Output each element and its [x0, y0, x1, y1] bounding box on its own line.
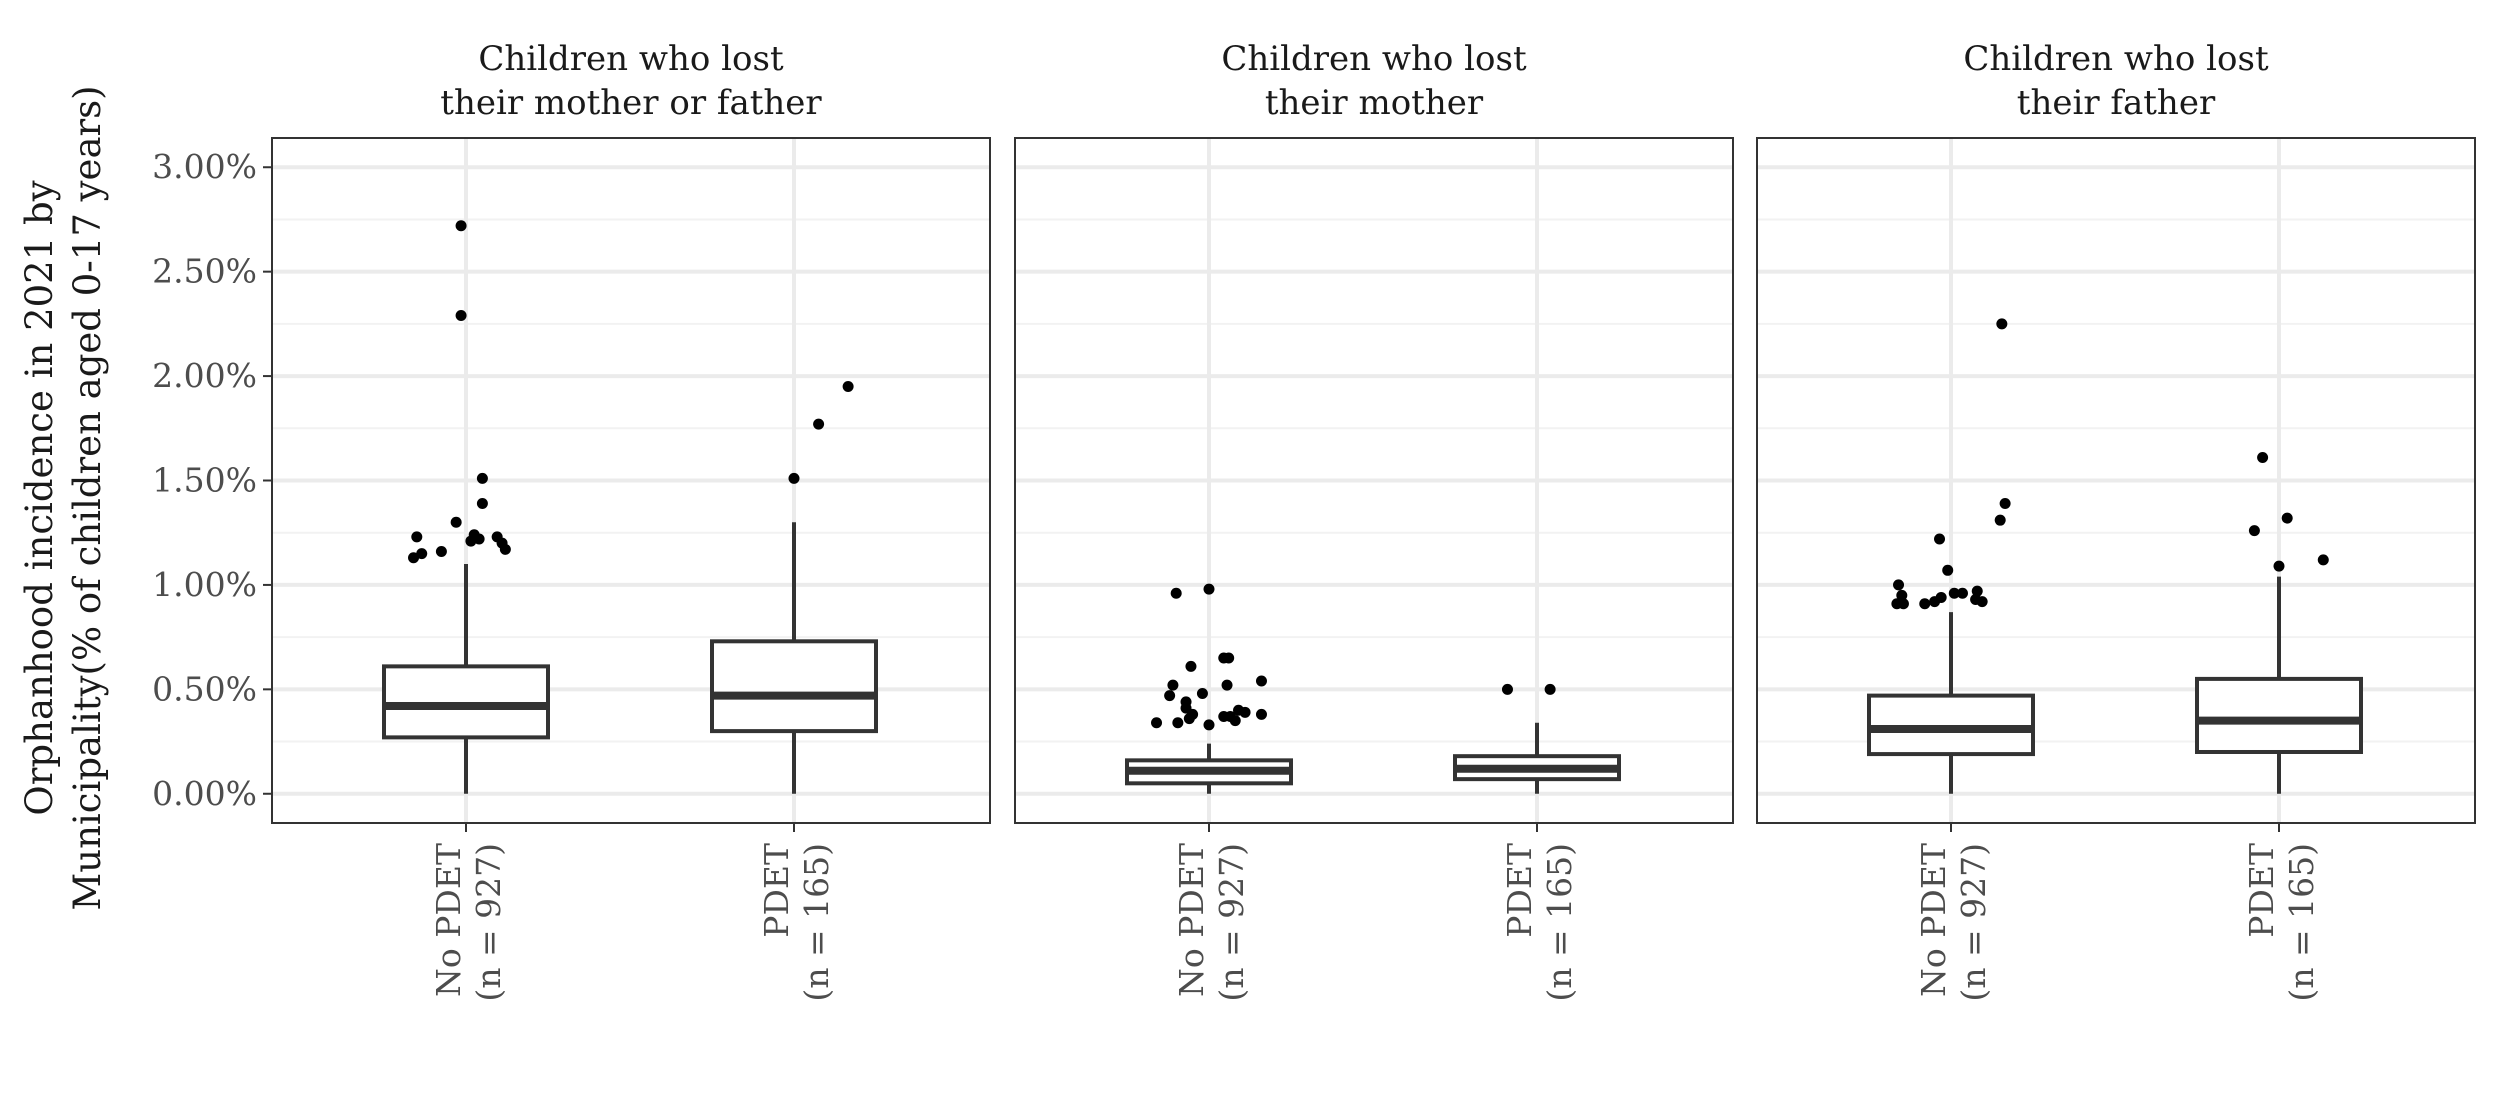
outlier-point [1151, 717, 1163, 729]
y-tick-label: 0.00% [152, 774, 257, 813]
outlier-point [476, 497, 488, 509]
outlier-point [1935, 591, 1947, 603]
outlier-point [476, 472, 488, 484]
outlier-point [1203, 719, 1215, 731]
facet-title-line: their mother [1265, 83, 1484, 123]
facet-title-line: Children who lost [1221, 39, 1527, 79]
x-tick-label-line-2: (n = 927) [469, 843, 508, 1002]
outlier-point [435, 546, 447, 558]
x-tick-label-line-2: (n = 165) [797, 843, 836, 1002]
y-axis-title-line-2: Municipality(% of children aged 0-17 yea… [66, 85, 109, 910]
box-iqr [2195, 676, 2363, 754]
box-group [1867, 318, 2035, 794]
outlier-point [450, 516, 462, 528]
y-tick-label: 2.50% [152, 252, 257, 291]
outlier-point [788, 472, 800, 484]
outlier-point [2257, 452, 2269, 464]
outlier-point [1948, 587, 1960, 599]
outlier-point [1255, 675, 1267, 687]
outlier-point [499, 543, 511, 555]
facet-title-line: their father [2017, 83, 2216, 123]
y-tick-label: 1.00% [152, 565, 257, 604]
outlier-point [1919, 598, 1931, 610]
outlier-point [1942, 564, 1954, 576]
outlier-point [1255, 708, 1267, 720]
outlier-point [2248, 525, 2260, 537]
box-group [2195, 452, 2363, 794]
x-tick-label-line-2: (n = 927) [1212, 843, 1251, 1002]
box-group [382, 220, 550, 794]
y-axis-title-line-1: Orphanhood incidence in 2021 by [18, 180, 61, 815]
y-tick-label: 2.00% [152, 356, 257, 395]
y-tick-label: 3.00% [152, 147, 257, 186]
outlier-point [1896, 589, 1908, 601]
outlier-point [455, 310, 467, 322]
box-group [710, 381, 878, 794]
outlier-point [1203, 583, 1215, 595]
x-tick-label-line-1: No PDET [429, 843, 468, 997]
outlier-point [1934, 533, 1946, 545]
outlier-point [1956, 587, 1968, 599]
outlier-point [1221, 679, 1233, 691]
box-group [1453, 683, 1621, 794]
box-group [1125, 583, 1293, 794]
outlier-point [408, 552, 420, 564]
outlier-point [1167, 679, 1179, 691]
box-iqr [1867, 693, 2035, 757]
box-iqr [382, 664, 550, 740]
outlier-point [1501, 683, 1513, 695]
outlier-point [1893, 579, 1905, 591]
outlier-point [2317, 554, 2329, 566]
outlier-point [1185, 660, 1197, 672]
outlier-point [1218, 652, 1230, 664]
facet-title-line: their mother or father [440, 83, 822, 123]
panel-frame [1756, 137, 2476, 824]
outlier-point [1996, 318, 2008, 330]
x-tick-label-line-2: (n = 927) [1954, 843, 1993, 1002]
panel-frame [1014, 137, 1734, 824]
outlier-point [2273, 560, 2285, 572]
outlier-point [1229, 715, 1241, 727]
outlier-point [416, 548, 428, 560]
outlier-point [1976, 596, 1988, 608]
outlier-point [1218, 710, 1230, 722]
outlier-point [465, 535, 477, 547]
x-tick-label-line-1: PDET [757, 843, 796, 938]
box-iqr [710, 639, 878, 734]
outlier-point [1183, 713, 1195, 725]
outlier-point [842, 381, 854, 393]
x-tick-label-line-2: (n = 165) [2282, 843, 2321, 1002]
x-tick-label-line-1: No PDET [1172, 843, 1211, 997]
outlier-point [1544, 683, 1556, 695]
x-tick-label-line-1: No PDET [1914, 843, 1953, 997]
outlier-point [1994, 514, 2006, 526]
outlier-point [1172, 717, 1184, 729]
outlier-point [1196, 688, 1208, 700]
outlier-point [1164, 690, 1176, 702]
outlier-point [455, 220, 467, 232]
y-tick-label: 0.50% [152, 669, 257, 708]
x-tick-label-line-2: (n = 165) [1540, 843, 1579, 1002]
outlier-point [411, 531, 423, 543]
facet-title-line: Children who lost [478, 39, 784, 79]
outlier-point [813, 418, 825, 430]
y-axis-title: Orphanhood incidence in 2021 by Municipa… [18, 85, 109, 910]
x-tick-label-line-1: PDET [1500, 843, 1539, 938]
outlier-point [1999, 497, 2011, 509]
x-tick-label-line-1: PDET [2242, 843, 2281, 938]
outlier-point [1233, 704, 1245, 716]
outlier-point [1971, 585, 1983, 597]
facet-title-line: Children who lost [1963, 39, 2269, 79]
outlier-point [1897, 598, 1909, 610]
y-tick-label: 1.50% [152, 461, 257, 500]
outlier-point [1170, 587, 1182, 599]
outlier-point [2281, 512, 2293, 524]
